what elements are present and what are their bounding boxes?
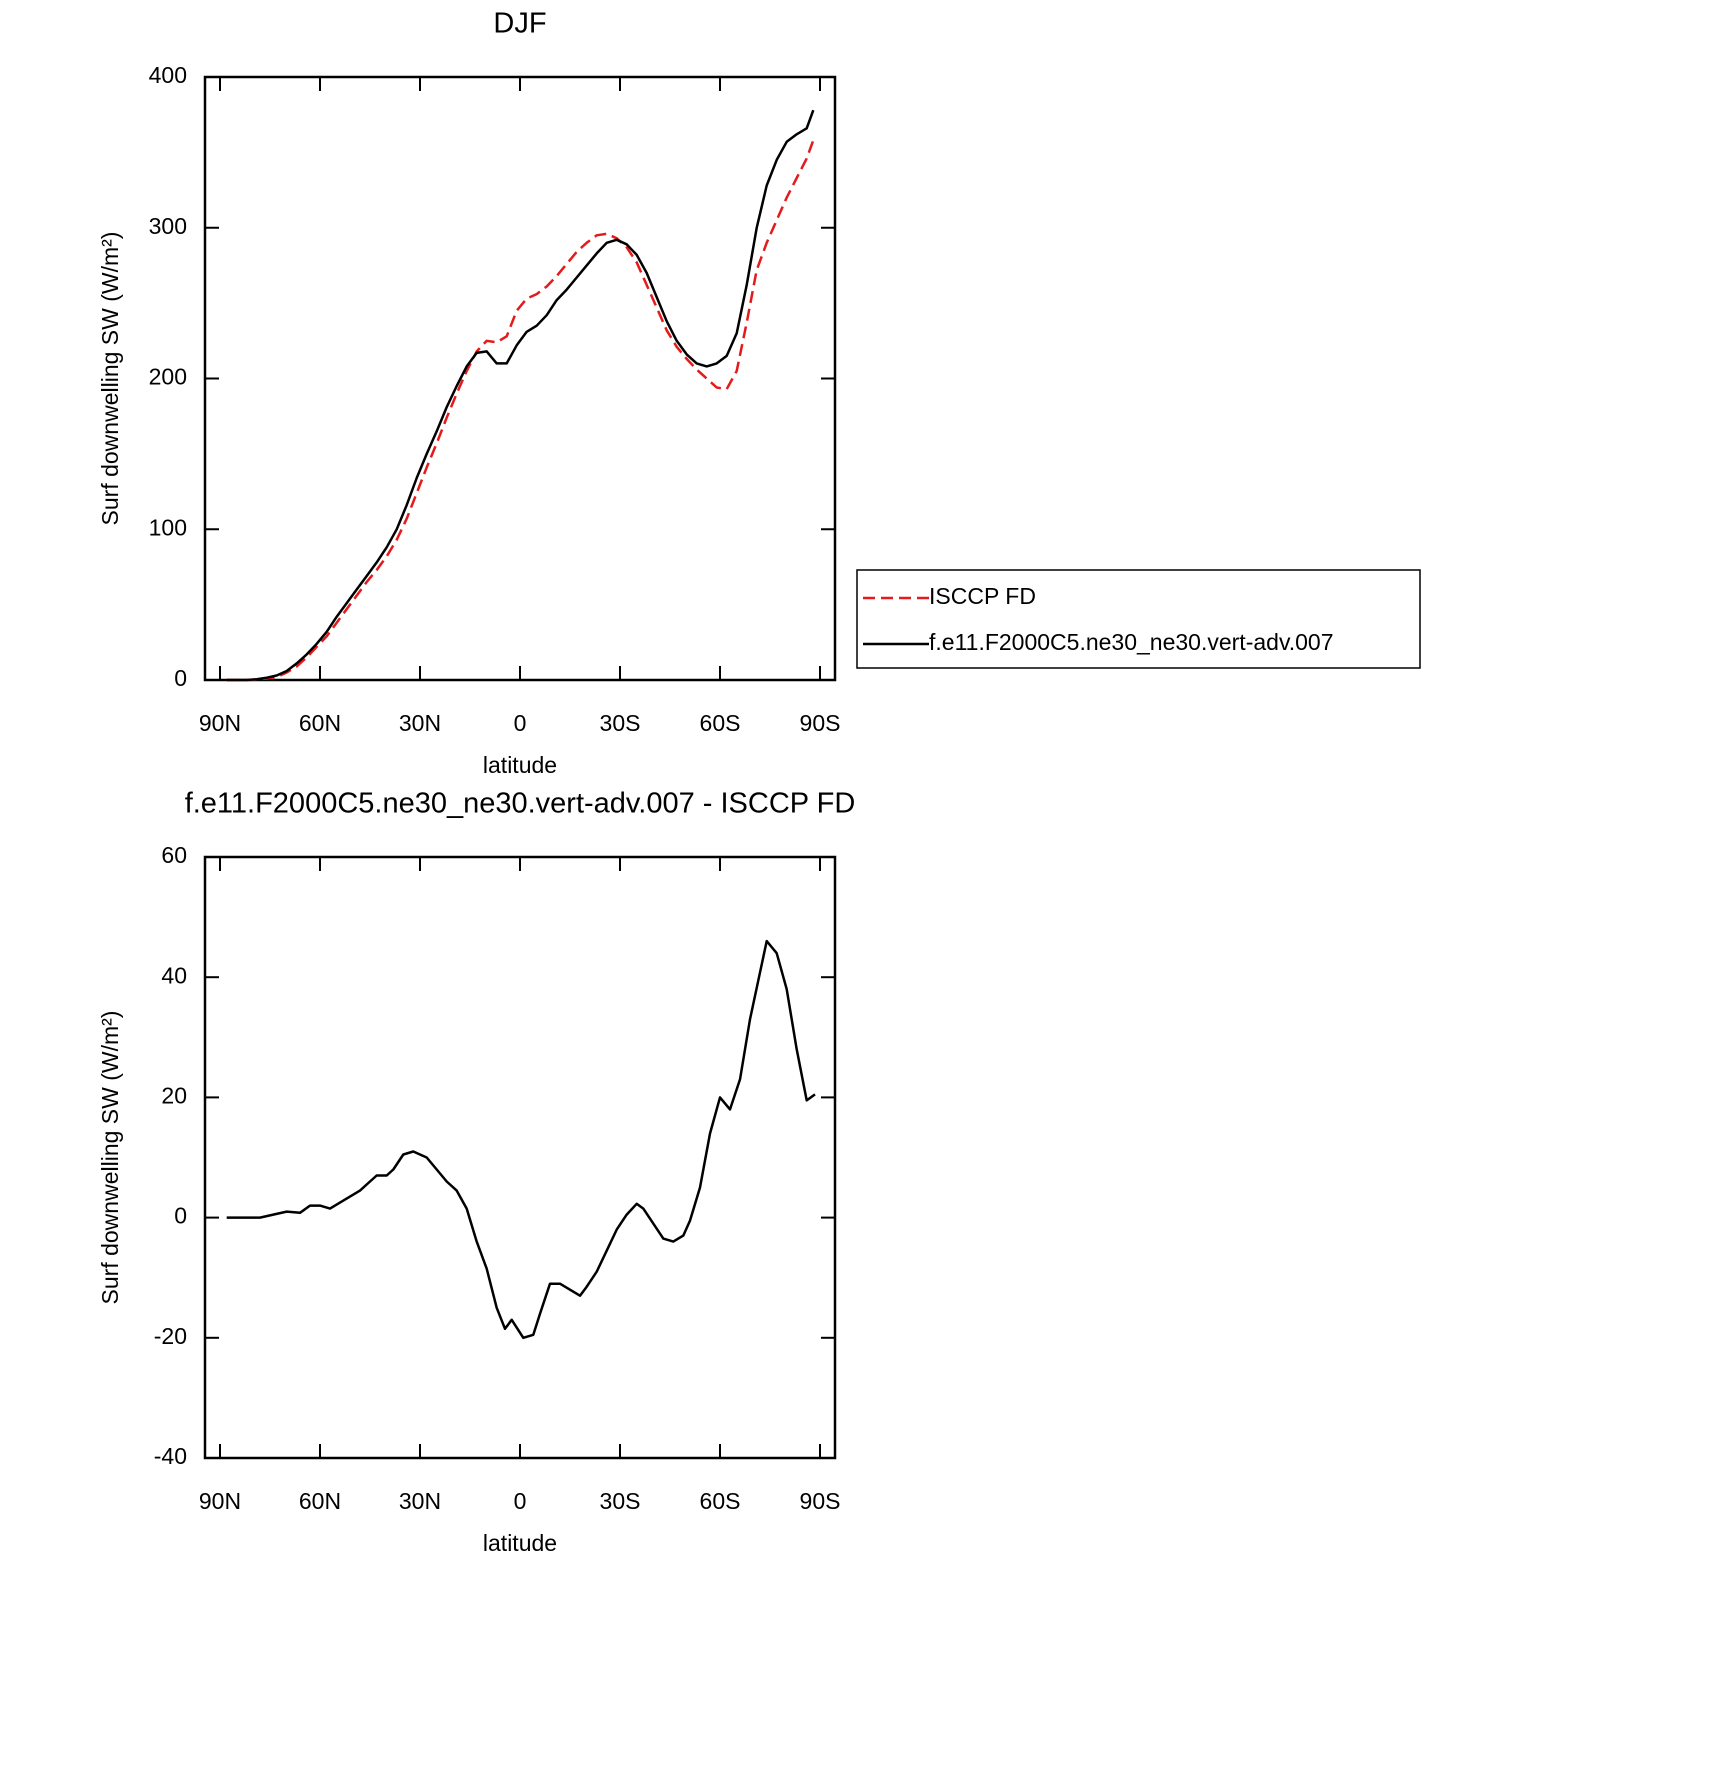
x-tick-label: 30N (399, 710, 441, 736)
x-tick-label: 0 (514, 1488, 527, 1514)
legend-label: f.e11.F2000C5.ne30_ne30.vert-adv.007 (929, 629, 1334, 655)
x-tick-label: 90N (199, 1488, 241, 1514)
chart-title: DJF (493, 8, 546, 40)
x-tick-label: 60S (700, 1488, 741, 1514)
x-axis-label: latitude (483, 1530, 557, 1556)
plot-frame (203, 75, 837, 682)
x-tick-label: 30N (399, 1488, 441, 1514)
x-tick-label: 30S (600, 710, 641, 736)
y-tick-label: 300 (149, 213, 187, 239)
x-axis-label: latitude (483, 752, 557, 778)
y-tick-label: 40 (161, 962, 187, 988)
data-line (226, 109, 815, 682)
y-tick-label: 0 (174, 665, 187, 691)
data-line (226, 139, 815, 682)
y-tick-label: 60 (161, 842, 187, 868)
x-tick-label: 60N (299, 1488, 341, 1514)
y-tick-label: 20 (161, 1082, 187, 1108)
x-tick-label: 90S (800, 1488, 841, 1514)
y-tick-label: -40 (154, 1443, 187, 1469)
x-tick-label: 60S (700, 710, 741, 736)
data-line (226, 939, 816, 1340)
x-tick-label: 60N (299, 710, 341, 736)
x-tick-label: 0 (514, 710, 527, 736)
x-tick-label: 90S (800, 710, 841, 736)
x-tick-label: 30S (600, 1488, 641, 1514)
legend-label: ISCCP FD (929, 583, 1036, 609)
x-tick-label: 90N (199, 710, 241, 736)
y-tick-label: -20 (154, 1323, 187, 1349)
y-axis-label: Surf downwelling SW (W/m²) (97, 1011, 123, 1305)
y-tick-label: 100 (149, 514, 187, 540)
y-tick-label: 200 (149, 364, 187, 390)
legend-box (856, 569, 1421, 669)
y-axis-label: Surf downwelling SW (W/m²) (97, 232, 123, 526)
y-tick-label: 400 (149, 62, 187, 88)
y-tick-label: 0 (174, 1203, 187, 1229)
plot-frame (203, 855, 837, 1460)
chart-title: f.e11.F2000C5.ne30_ne30.vert-adv.007 - I… (185, 788, 856, 820)
